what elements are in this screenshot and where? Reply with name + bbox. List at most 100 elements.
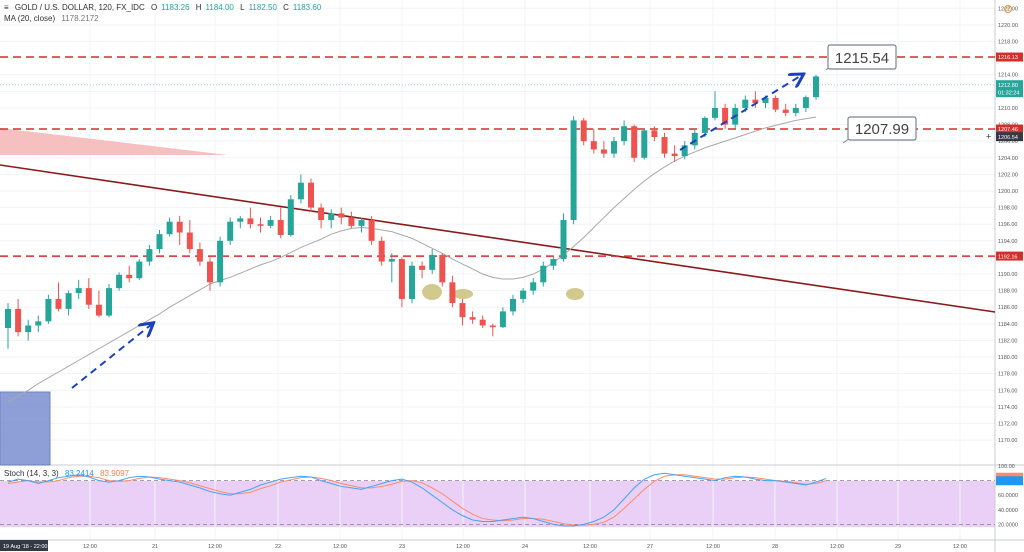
candle-up — [136, 261, 143, 279]
candle-down — [338, 213, 345, 218]
price-tick-label: 1180.00 — [998, 355, 1017, 361]
candle-down — [439, 254, 446, 283]
candle-up — [641, 130, 648, 158]
ohlc-high-label: H — [195, 3, 202, 12]
candle-down — [257, 224, 264, 226]
candle-up — [499, 311, 506, 328]
price-tick-label: 1204.00 — [998, 156, 1018, 162]
price-tag-label: 1192.16 — [998, 254, 1017, 260]
time-tick-label: 21 — [152, 544, 158, 550]
candles — [5, 74, 819, 349]
price-tick-label: 1206.00 — [998, 139, 1018, 145]
crosshair-price-tag-bg — [996, 132, 1023, 142]
price-tick-label: 1188.00 — [998, 289, 1017, 295]
price-tag-bg — [996, 52, 1023, 62]
time-tick-label: 12:00 — [83, 544, 97, 550]
candle-up — [287, 199, 294, 235]
candle-up — [65, 293, 72, 309]
price-tag-label: 1216.13 — [998, 55, 1018, 61]
candle-up — [328, 213, 335, 221]
time-tick-label: 22 — [275, 544, 281, 550]
stoch-k-tag-bg — [996, 476, 1023, 486]
time-tick-label: 19 Aug '18 - 22:00 — [3, 544, 47, 550]
candle-down — [95, 304, 102, 316]
menu-icon[interactable]: ≡ — [4, 3, 9, 12]
stoch-k-value: 83.2414 — [64, 469, 94, 478]
stoch-k-line — [7, 472, 827, 527]
price-tick-label: 1174.00 — [998, 405, 1017, 411]
price-tick-label: 1200.00 — [998, 189, 1018, 195]
candle-down — [782, 109, 789, 113]
candle-up — [25, 325, 32, 333]
up-arrow-left — [71, 324, 152, 389]
candle-down — [459, 303, 466, 318]
candle-up — [691, 132, 698, 146]
candle-down — [348, 217, 355, 226]
ohlc-close: 1183.60 — [292, 3, 322, 12]
candle-down — [368, 220, 375, 241]
stoch-label: Stoch (14, 3, 3) — [4, 469, 59, 478]
ma-header: MA (20, close) 1178.2172 — [4, 14, 103, 23]
clock-icon — [1004, 5, 1012, 13]
blue-rectangle-drawing — [0, 391, 51, 466]
candle-up — [681, 145, 688, 157]
ohlc-open: 1183.26 — [161, 3, 190, 12]
candle-up — [742, 99, 749, 108]
candle-up — [701, 117, 708, 133]
candle-down — [580, 120, 587, 142]
candle-up — [5, 308, 11, 328]
price-tag-label: 1207.46 — [998, 127, 1018, 133]
time-tick-label: 12:00 — [953, 544, 967, 550]
candle-down — [651, 130, 658, 138]
candle-up — [802, 97, 809, 108]
candle-down — [15, 308, 22, 333]
candle-down — [378, 240, 385, 262]
candle-down — [247, 218, 254, 225]
candle-up — [621, 126, 628, 142]
candle-up — [45, 298, 52, 322]
time-tick-label: 12:00 — [583, 544, 597, 550]
ohlc-low: 1182.50 — [248, 3, 277, 12]
countdown-label: 01:32:24 — [998, 91, 1019, 97]
price-tick-label: 1214.00 — [998, 73, 1018, 79]
callout-label: 1207.99 — [855, 121, 909, 138]
candle-up — [762, 97, 769, 103]
price-tick-label: 1184.00 — [998, 322, 1017, 328]
candle-down — [126, 274, 133, 279]
candle-down — [398, 259, 405, 299]
candle-up — [540, 265, 547, 283]
candle-up — [237, 218, 244, 222]
ohlc-high: 1184.00 — [205, 3, 234, 12]
candle-up — [75, 288, 82, 294]
time-tick-label: 12:00 — [456, 544, 470, 550]
price-tick-label: 1186.00 — [998, 305, 1017, 311]
price-tick-label: 1202.00 — [998, 172, 1018, 178]
symbol-title: GOLD / U.S. DOLLAR, 120, FX_IDC — [14, 3, 145, 12]
candle-up — [792, 107, 799, 113]
candle-down — [207, 261, 213, 283]
price-tick-label: 1222.00 — [998, 6, 1018, 12]
ma-value: 1178.2172 — [61, 14, 99, 23]
candle-down — [176, 221, 183, 233]
price-tick-label: 1170.00 — [998, 438, 1017, 444]
price-tick-label: 1194.00 — [998, 239, 1017, 245]
stoch-tick-label: 40.0000 — [998, 508, 1018, 514]
candle-down — [752, 99, 759, 103]
price-tick-label: 1172.00 — [998, 421, 1017, 427]
price-tick-label: 1218.00 — [998, 40, 1018, 46]
ma-label: MA (20, close) — [4, 14, 56, 23]
price-tick-label: 1176.00 — [998, 388, 1017, 394]
crosshair-price-tag-label: 1206.54 — [998, 135, 1018, 141]
candle-up — [530, 282, 537, 291]
candle-down — [479, 319, 486, 326]
stoch-tick-label: 100.00 — [998, 464, 1015, 470]
time-tick-label: 29 — [895, 544, 901, 550]
price-tag-bg — [996, 124, 1023, 134]
candle-up — [106, 288, 112, 316]
price-tick-label: 1182.00 — [998, 338, 1017, 344]
candle-down — [55, 298, 62, 309]
price-tick-label: 1178.00 — [998, 372, 1017, 378]
time-tick-label: 27 — [647, 544, 653, 550]
